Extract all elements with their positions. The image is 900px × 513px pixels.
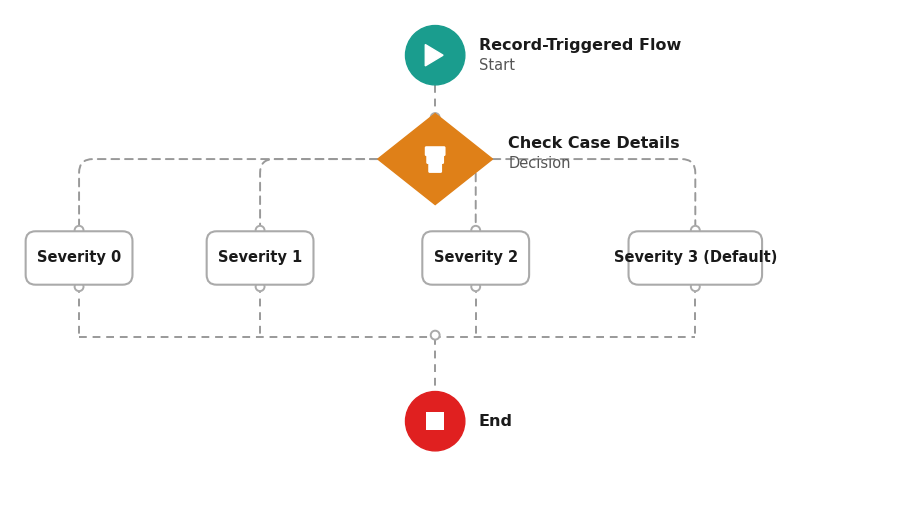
Polygon shape — [426, 45, 443, 66]
Text: Decision: Decision — [508, 155, 571, 170]
Circle shape — [472, 226, 481, 235]
FancyBboxPatch shape — [628, 231, 762, 285]
Circle shape — [256, 282, 265, 291]
Circle shape — [406, 26, 464, 85]
Circle shape — [431, 113, 439, 122]
Polygon shape — [378, 113, 492, 205]
FancyBboxPatch shape — [207, 231, 313, 285]
FancyBboxPatch shape — [25, 231, 132, 285]
Circle shape — [75, 282, 84, 291]
Circle shape — [431, 331, 439, 340]
Circle shape — [691, 226, 700, 235]
FancyBboxPatch shape — [428, 163, 442, 173]
Text: Record-Triggered Flow: Record-Triggered Flow — [479, 38, 681, 53]
FancyBboxPatch shape — [422, 231, 529, 285]
Text: End: End — [479, 413, 513, 429]
Text: Severity 1: Severity 1 — [218, 250, 302, 266]
Circle shape — [472, 282, 481, 291]
Circle shape — [75, 226, 84, 235]
Text: Check Case Details: Check Case Details — [508, 136, 680, 151]
FancyBboxPatch shape — [427, 154, 444, 164]
Circle shape — [691, 282, 700, 291]
Circle shape — [406, 391, 464, 451]
FancyBboxPatch shape — [427, 412, 444, 430]
Text: Severity 0: Severity 0 — [37, 250, 122, 266]
FancyBboxPatch shape — [425, 146, 446, 156]
Text: Start: Start — [479, 57, 515, 73]
Text: Severity 2: Severity 2 — [434, 250, 518, 266]
Circle shape — [256, 226, 265, 235]
Text: Severity 3 (Default): Severity 3 (Default) — [614, 250, 777, 266]
